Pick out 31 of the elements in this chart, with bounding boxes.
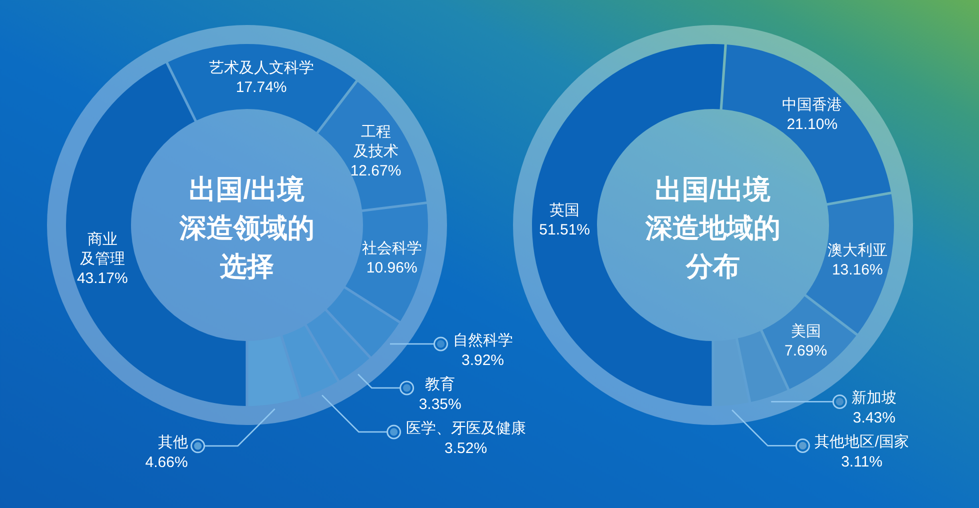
- slice-label: 澳大利亚: [827, 242, 888, 259]
- data-label: 12.67%: [350, 162, 402, 180]
- legend-label: 新加坡: [852, 389, 897, 406]
- legend-label: 医学、牙医及健康: [406, 419, 526, 436]
- data-label: 10.96%: [366, 258, 418, 276]
- data-label: 51.51%: [539, 221, 590, 238]
- slice-label: 社会科学: [362, 239, 422, 256]
- slice-label: 艺术及人文科学: [208, 58, 314, 76]
- data-label: 3.92%: [461, 351, 504, 368]
- slice-label: 其他: [158, 433, 188, 450]
- slice-label: 英国: [550, 202, 580, 219]
- data-label: 17.74%: [236, 78, 287, 96]
- data-label: 3.35%: [418, 395, 462, 412]
- slice-label: 美国: [790, 322, 821, 340]
- data-label: 4.66%: [145, 453, 188, 470]
- slice-label: 商业及管理: [80, 230, 125, 268]
- data-label: 43.17%: [76, 270, 128, 287]
- data-label: 7.69%: [784, 342, 828, 360]
- legend-label: 教育: [425, 375, 456, 392]
- legend-label: 自然科学: [452, 331, 513, 348]
- slice-label: 中国香港: [782, 96, 842, 114]
- slice-label: 工程及技术: [353, 123, 398, 160]
- text: 出国/出境深造领域的选择: [178, 174, 314, 282]
- data-label: 21.10%: [786, 116, 838, 133]
- text: 出国/出境深造地域的分布: [644, 174, 780, 282]
- donut-slice: [762, 296, 856, 389]
- data-label: 13.16%: [832, 261, 883, 278]
- legend-label: 其他地区/国家: [814, 433, 909, 450]
- data-label: 3.11%: [841, 453, 883, 470]
- data-label: 3.43%: [852, 409, 896, 426]
- data-label: 3.52%: [444, 439, 488, 456]
